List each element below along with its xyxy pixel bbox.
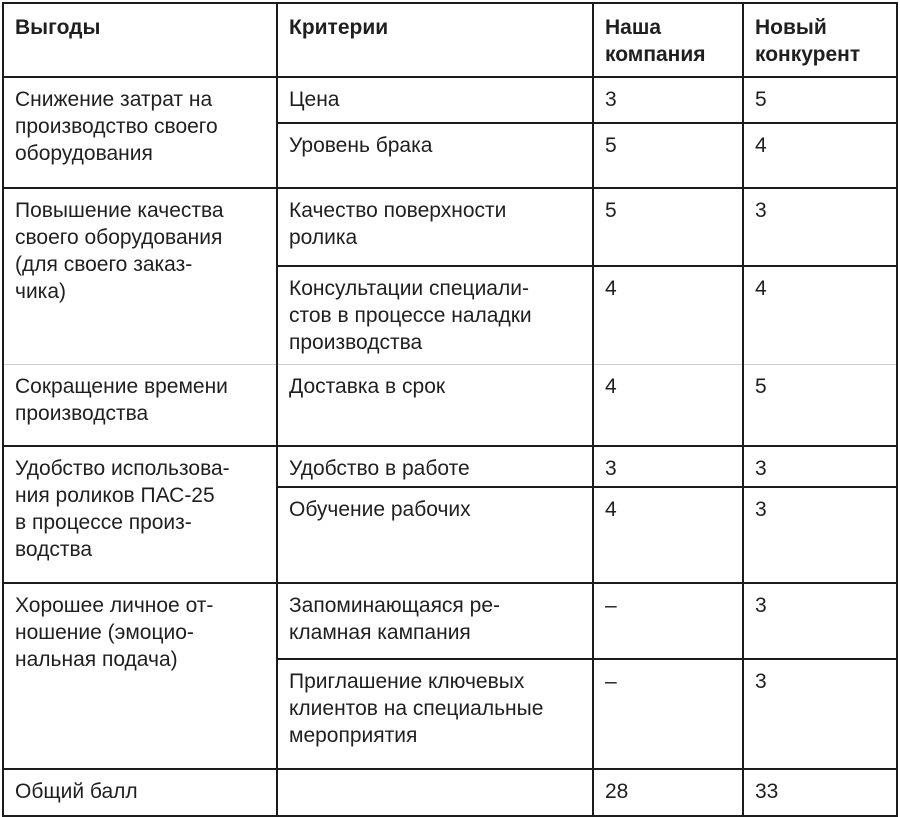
benefit-cell: Удобство использова- ния роликов ПАС-25 …	[2, 445, 278, 584]
new-competitor-score: 3	[742, 658, 898, 770]
column-header-criteria: Критерии	[276, 2, 594, 78]
our-company-score: 5	[592, 187, 744, 267]
table-row: Уровень брака 5 4	[3, 122, 898, 189]
total-criterion-empty	[276, 768, 594, 817]
our-company-score: 3	[592, 76, 744, 124]
criterion-cell: Консультации специали- стов в процессе н…	[276, 265, 594, 365]
criterion-cell: Доставка в срок	[276, 363, 594, 447]
criterion-cell: Качество поверхности ролика	[276, 187, 594, 267]
header-row: Выгоды Критерии Наша компания Новый конк…	[2, 2, 898, 78]
criterion-cell: Удобство в работе	[276, 445, 594, 488]
new-competitor-score: 5	[742, 76, 898, 124]
new-competitor-score: 3	[742, 486, 898, 584]
column-header-our-company: Наша компания	[592, 2, 744, 78]
our-company-score: 4	[592, 265, 744, 365]
criterion-cell: Запоминающаяся ре- кламная кампания	[276, 582, 594, 660]
total-label: Общий балл	[2, 768, 278, 817]
criterion-cell: Приглашение ключевых клиентов на специал…	[276, 658, 594, 770]
our-company-score: 4	[592, 486, 744, 584]
criterion-cell: Обучение рабочих	[276, 486, 594, 584]
our-company-score: 5	[592, 122, 744, 189]
total-row: Общий балл 28 33	[2, 768, 898, 817]
benefit-cell: Хорошее личное от- ношение (эмоцио- наль…	[2, 582, 278, 770]
benefit-cell: Снижение затрат на производство своего о…	[2, 76, 278, 189]
table-row: Сокращение времени производства Доставка…	[2, 363, 898, 447]
new-competitor-score: 4	[742, 265, 898, 365]
benefit-cell: Сокращение времени производства	[2, 363, 278, 447]
new-competitor-score: 3	[742, 187, 898, 267]
table-row: Консультации специали- стов в процессе н…	[3, 265, 898, 365]
table-row: Удобство использова- ния роликов ПАС-25 …	[2, 445, 898, 584]
table-row: Приглашение ключевых клиентов на специал…	[3, 658, 898, 770]
total-our-company-score: 28	[592, 768, 744, 817]
criterion-cell: Цена	[276, 76, 594, 124]
our-company-score: –	[592, 658, 744, 770]
new-competitor-score: 3	[742, 445, 898, 488]
new-competitor-score: 5	[742, 363, 898, 447]
our-company-score: 4	[592, 363, 744, 447]
table-row: Повышение качества своего оборудования (…	[2, 187, 898, 365]
new-competitor-score: 4	[742, 122, 898, 189]
column-header-new-competitor: Новый конкурент	[742, 2, 898, 78]
table-row: Снижение затрат на производство своего о…	[2, 76, 898, 189]
new-competitor-score: 3	[742, 582, 898, 660]
our-company-score: –	[592, 582, 744, 660]
table-row: Обучение рабочих 4 3	[3, 486, 898, 584]
benefit-cell: Повышение качества своего оборудования (…	[2, 187, 278, 365]
criterion-cell: Уровень брака	[276, 122, 594, 189]
total-new-competitor-score: 33	[742, 768, 898, 817]
our-company-score: 3	[592, 445, 744, 488]
table-row: Хорошее личное от- ношение (эмоцио- наль…	[2, 582, 898, 770]
column-header-benefits: Выгоды	[2, 2, 278, 78]
